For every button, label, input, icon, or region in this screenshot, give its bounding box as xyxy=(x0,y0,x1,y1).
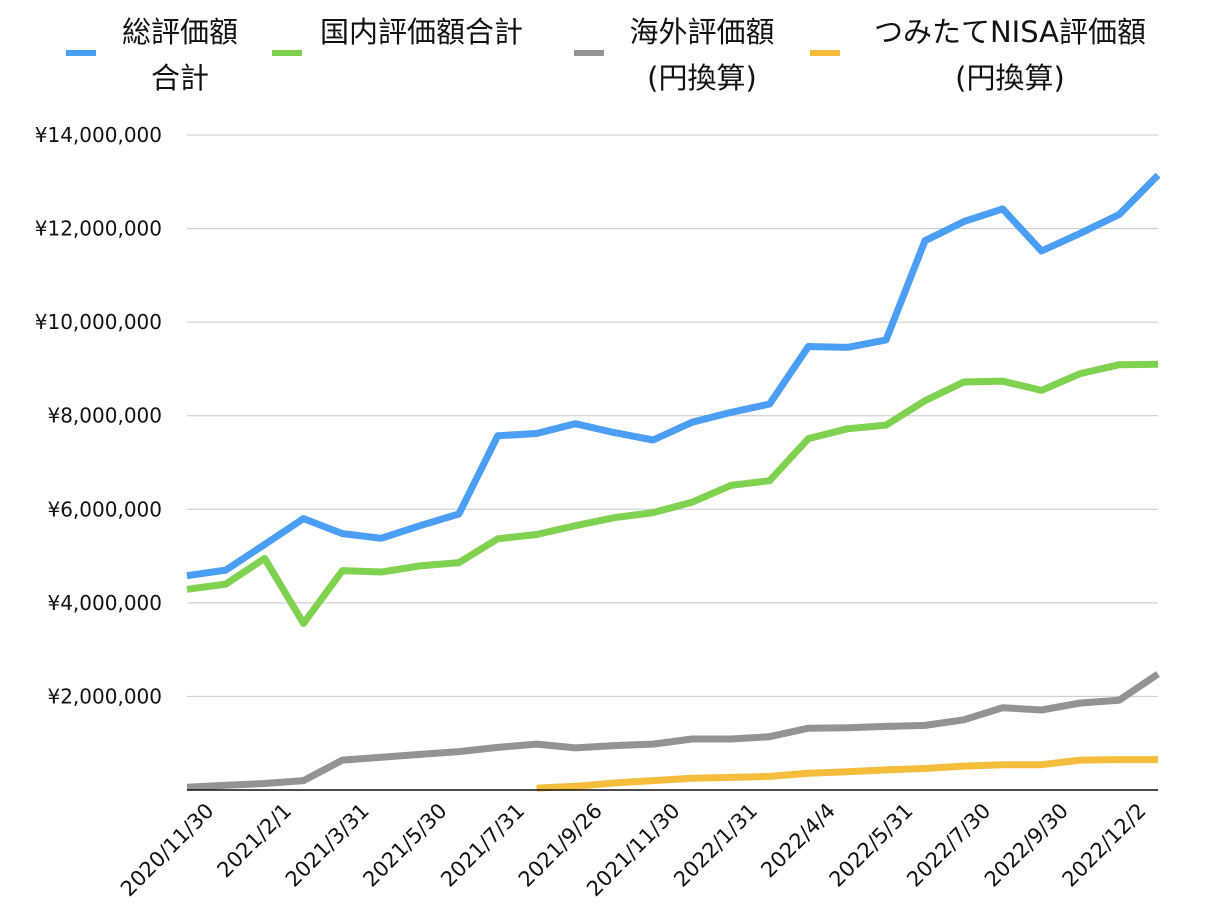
legend-label-1: 国内評価額合計 xyxy=(320,15,523,49)
series-lines xyxy=(186,172,1161,792)
legend-label-2: (円換算) xyxy=(647,61,757,95)
x-tick-label: 2022/5/31 xyxy=(825,799,918,892)
series-line-1 xyxy=(186,360,1159,627)
legend-label-3: (円換算) xyxy=(955,61,1065,95)
x-tick-label: 2022/1/31 xyxy=(669,799,762,892)
y-tick-label: ¥14,000,000 xyxy=(35,123,162,147)
series-line-0 xyxy=(186,172,1161,580)
x-tick-label: 2021/5/30 xyxy=(358,799,451,892)
legend-label-0: 合計 xyxy=(151,61,209,95)
x-tick-label: 2022/9/30 xyxy=(980,799,1073,892)
y-tick-label: ¥10,000,000 xyxy=(35,310,162,334)
y-tick-label: ¥8,000,000 xyxy=(47,404,162,428)
x-tick-label: 2021/2/1 xyxy=(213,799,297,883)
y-tick-label: ¥2,000,000 xyxy=(47,684,162,708)
legend-label-2: 海外評価額 xyxy=(629,15,774,49)
x-tick-label: 2022/4/4 xyxy=(756,799,840,883)
x-tick-label: 2020/11/30 xyxy=(116,799,219,902)
y-tick-label: ¥4,000,000 xyxy=(47,591,162,615)
legend-label-3: つみたてNISA評価額 xyxy=(874,15,1146,49)
x-tick-label: 2022/7/30 xyxy=(902,799,995,892)
gridlines xyxy=(187,134,1158,697)
y-tick-label: ¥12,000,000 xyxy=(35,217,162,241)
x-axis: 2020/11/302021/2/12021/3/312021/5/302021… xyxy=(116,789,1158,902)
series-line-2 xyxy=(186,671,1160,791)
y-tick-label: ¥6,000,000 xyxy=(47,497,162,521)
legend-label-0: 総評価額 xyxy=(122,15,238,49)
y-axis: ¥2,000,000 ¥4,000,000 ¥6,000,000 ¥8,000,000… xyxy=(35,123,162,708)
series-line-3 xyxy=(536,756,1158,792)
x-tick-label: 2021/3/31 xyxy=(281,799,374,892)
x-tick-label: 2021/7/31 xyxy=(436,799,529,892)
x-tick-label: 2022/12/2 xyxy=(1058,799,1151,892)
